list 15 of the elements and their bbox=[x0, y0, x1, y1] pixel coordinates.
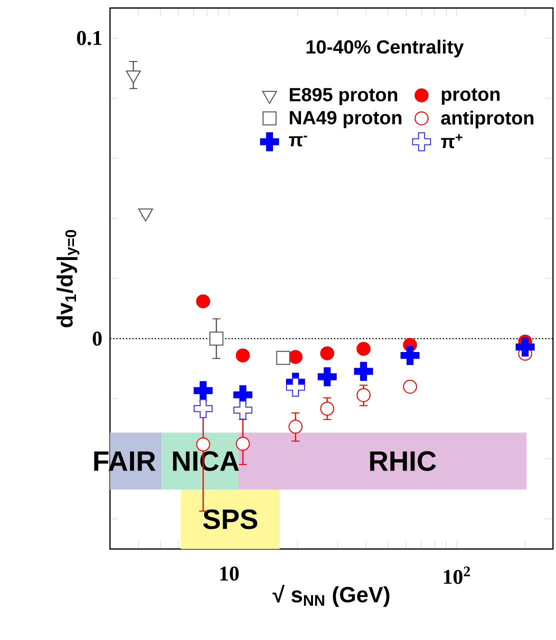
legend-label: antiproton bbox=[441, 110, 534, 128]
legend-label: NA49 proton bbox=[290, 110, 402, 128]
x-tick-label: 10$^{2}$ bbox=[444, 566, 470, 584]
legend-label: π$^{+}$ bbox=[440, 134, 462, 148]
legend-label: π$^{-}$ bbox=[288, 136, 308, 146]
band-label: RHIC bbox=[370, 451, 436, 471]
band-label: SPS bbox=[203, 509, 258, 530]
y-tick-label: 0.1 bbox=[77, 30, 102, 46]
x-axis-title: √ s$_{NN}$ (GeV) bbox=[272, 584, 390, 607]
x-tick-label: 10 bbox=[220, 566, 239, 581]
legend-label: proton bbox=[442, 88, 500, 105]
text: 10-40% Centrality bbox=[306, 40, 464, 58]
y-tick-label: 0 bbox=[92, 332, 102, 346]
legend-label: E895 proton bbox=[290, 88, 398, 106]
y-axis-title: dv$_{1}$/dy|$_{y=0}$ bbox=[56, 230, 80, 328]
